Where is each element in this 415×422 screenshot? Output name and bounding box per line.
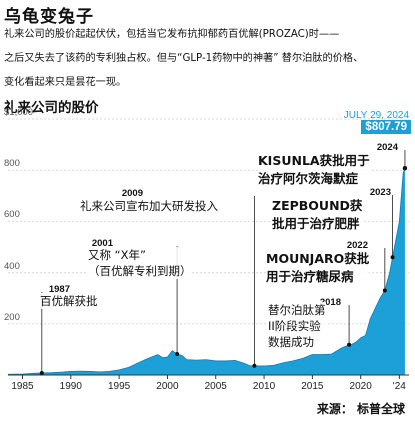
intro-line-2: 之后又失去了该药的专利独占权。但与“GLP-1药物中的神著” 替尔泊肽的价格、 <box>4 53 364 64</box>
annotation-text-2024: KISUNLA获批用于 治疗阿尔茨海默症 <box>258 152 370 188</box>
y-tick-label: 600 <box>4 209 20 221</box>
chart-title: 礼来公司的股价 <box>4 100 99 116</box>
x-tick-label: 1990 <box>59 381 82 392</box>
price-line <box>7 168 406 375</box>
x-tick-label: 1995 <box>107 381 131 392</box>
annotation-text-1987: 百优解获批 <box>40 293 98 309</box>
annotation-line: 又称 “X年” <box>88 248 146 262</box>
annotation-text-2022: MOUNJARO获批 用于治疗糖尿病 <box>266 250 370 286</box>
annotation-year-2009: 2009 <box>121 188 143 199</box>
annotation-line: KISUNLA获批用于 <box>258 153 370 168</box>
source-credit: 来源： 标普全球 <box>316 402 405 416</box>
annotation-dot-2001 <box>175 352 180 357</box>
annotation-line: （百优解专利到期） <box>88 264 192 278</box>
annotation-line: 数据成功 <box>268 335 314 349</box>
intro-line-3: 变化看起来只是昙花一现。 <box>4 77 127 88</box>
y-tick-label: $1,000 <box>4 107 34 118</box>
annotation-dot-1987 <box>39 370 44 375</box>
x-tick-label: 2015 <box>301 381 324 392</box>
x-tick-label: 2020 <box>349 381 372 392</box>
annotation-year-2018: 2018 <box>319 297 341 308</box>
annotation-year-1987: 1987 <box>48 284 70 295</box>
annotation-line: 用于治疗糖尿病 <box>266 269 354 284</box>
x-tick-label: 2000 <box>156 381 179 392</box>
x-tick-label: 1985 <box>11 381 34 392</box>
end-date-label: JULY 29, 2024 <box>343 110 409 121</box>
annotation-line: MOUNJARO获批 <box>266 251 370 266</box>
y-tick-label: 200 <box>4 311 20 323</box>
annotation-text-2001: 又称 “X年” （百优解专利到期） <box>88 247 192 279</box>
annotation-line: 礼来公司宣布加大研发投入 <box>80 199 218 213</box>
x-tick-label: 2005 <box>204 381 227 392</box>
annotation-dot-2018 <box>347 342 352 347</box>
annotation-text-2023: ZEPBOUND获 批用于治疗肥胖 <box>272 197 363 233</box>
annotation-dot-2009 <box>252 363 257 368</box>
annotation-line: 百优解获批 <box>40 294 98 308</box>
annotation-text-2009: 礼来公司宣布加大研发投入 <box>80 198 218 214</box>
annotation-line: 批用于治疗肥胖 <box>272 216 360 231</box>
annotation-line: 治疗阿尔茨海默症 <box>258 171 359 186</box>
annotation-year-2024: 2024 <box>376 142 398 153</box>
price-area <box>8 168 405 375</box>
y-tick-label: 800 <box>4 158 20 170</box>
annotation-dot-2024 <box>402 166 407 171</box>
annotation-line: II阶段实验 <box>268 319 321 333</box>
x-tick-label: '24 <box>392 381 406 392</box>
annotation-year-2022: 2022 <box>346 240 368 251</box>
annotation-dot-2023 <box>390 255 395 260</box>
y-tick-label: 400 <box>4 260 20 272</box>
annotation-line: 替尔泊肽第 <box>268 303 326 317</box>
x-tick-label: 2010 <box>252 381 276 392</box>
annotation-dot-2022 <box>382 288 387 293</box>
headline: 乌龟变兔子 <box>4 7 94 27</box>
annotation-text-2018: 替尔泊肽第 II阶段实验 数据成功 <box>268 302 326 350</box>
annotation-year-2023: 2023 <box>369 187 391 198</box>
intro-line-1: 礼来公司的股价起起伏伏，包括当它发布抗抑郁药百优解(PROZAC)时—— <box>4 29 340 40</box>
end-value-label: $807.79 <box>361 120 411 134</box>
annotation-year-2001: 2001 <box>91 238 113 249</box>
annotation-line: ZEPBOUND获 <box>272 198 363 213</box>
